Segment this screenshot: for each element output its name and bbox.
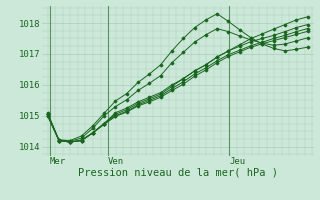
X-axis label: Pression niveau de la mer( hPa ): Pression niveau de la mer( hPa ): [77, 168, 278, 178]
